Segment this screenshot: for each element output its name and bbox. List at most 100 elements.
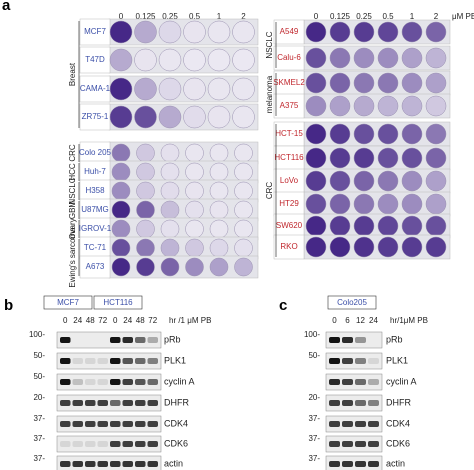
band xyxy=(329,337,340,343)
well xyxy=(234,219,253,239)
well xyxy=(232,105,255,129)
lane-label: 72 xyxy=(148,316,157,325)
well xyxy=(305,215,327,237)
well xyxy=(305,193,327,215)
concentration-label: 0.5 xyxy=(189,12,201,21)
well xyxy=(134,77,157,101)
well xyxy=(234,238,253,258)
group-label: NSCLC xyxy=(265,31,274,58)
well xyxy=(111,257,131,277)
well xyxy=(425,72,447,94)
well xyxy=(377,147,399,169)
concentration-label: 0 xyxy=(314,12,319,21)
band xyxy=(72,358,83,364)
band xyxy=(85,379,96,385)
cell-line-label: IGROV-1 xyxy=(79,224,112,233)
well xyxy=(377,21,399,43)
well xyxy=(134,48,157,72)
lane-label: 48 xyxy=(136,316,145,325)
plate-row xyxy=(303,19,451,45)
mw-marker: 20- xyxy=(308,393,320,402)
band xyxy=(122,337,133,343)
band xyxy=(329,441,340,447)
protein-label: CDK6 xyxy=(164,438,188,448)
band xyxy=(355,358,366,364)
well xyxy=(232,20,255,44)
concentration-label: 0 xyxy=(119,12,124,21)
well xyxy=(425,95,447,117)
band xyxy=(342,358,353,364)
band xyxy=(368,379,379,385)
label-box xyxy=(273,93,305,119)
band xyxy=(342,379,353,385)
well xyxy=(353,215,375,237)
label-box xyxy=(273,191,305,217)
well xyxy=(185,143,204,163)
protein-label: CDK4 xyxy=(164,418,188,428)
mw-marker: 37- xyxy=(33,434,45,443)
well xyxy=(185,162,204,182)
well xyxy=(401,72,423,94)
band xyxy=(135,337,146,343)
band xyxy=(72,421,83,427)
well xyxy=(377,236,399,258)
well xyxy=(329,95,351,117)
blot-strip xyxy=(56,373,162,391)
well xyxy=(207,20,231,44)
protein-label: actin xyxy=(164,458,183,468)
protein-label: DHFR xyxy=(386,397,411,407)
mw-marker: 100- xyxy=(29,330,45,339)
label-box xyxy=(79,75,111,103)
band xyxy=(342,421,353,427)
lane-label: 48 xyxy=(86,316,95,325)
well xyxy=(329,170,351,192)
group-label: Ewing's sarcoma xyxy=(68,227,77,288)
band xyxy=(147,441,158,447)
band xyxy=(60,461,71,467)
protein-label: CDK6 xyxy=(386,438,410,448)
band xyxy=(329,421,340,427)
band xyxy=(60,441,71,447)
label-box xyxy=(79,18,111,46)
well xyxy=(377,47,399,69)
lane-label: 72 xyxy=(98,316,107,325)
protein-label: cyclin A xyxy=(164,376,195,386)
well xyxy=(377,123,399,145)
well xyxy=(234,143,253,163)
cell-line-label: H358 xyxy=(85,186,105,195)
blot-strip xyxy=(56,331,162,349)
lane-label: 0 xyxy=(332,316,337,325)
band xyxy=(355,461,366,467)
well xyxy=(377,193,399,215)
well xyxy=(425,123,447,145)
mw-marker: 37- xyxy=(308,454,320,463)
cell-line-label: Colo 205 xyxy=(79,148,112,157)
concentration-label: 1 xyxy=(217,12,222,21)
cell-line-box xyxy=(327,295,377,310)
band xyxy=(329,461,340,467)
well xyxy=(160,200,180,220)
unit-label: μM PB xyxy=(452,12,474,21)
blot-strip xyxy=(56,455,162,470)
plate-row xyxy=(303,93,451,119)
well xyxy=(401,193,423,215)
band xyxy=(355,421,366,427)
well xyxy=(185,181,204,201)
well xyxy=(401,21,423,43)
band xyxy=(147,461,158,467)
well xyxy=(425,147,447,169)
well xyxy=(329,215,351,237)
well xyxy=(329,236,351,258)
well xyxy=(353,170,375,192)
band xyxy=(110,337,121,343)
condition-label: hr /1 μM PB xyxy=(169,316,211,325)
well xyxy=(329,72,351,94)
band xyxy=(85,358,96,364)
band xyxy=(147,358,158,364)
mw-marker: 37- xyxy=(308,414,320,423)
well xyxy=(109,105,133,129)
band xyxy=(135,421,146,427)
well xyxy=(353,236,375,258)
concentration-label: 0.25 xyxy=(356,12,372,21)
well xyxy=(305,170,327,192)
